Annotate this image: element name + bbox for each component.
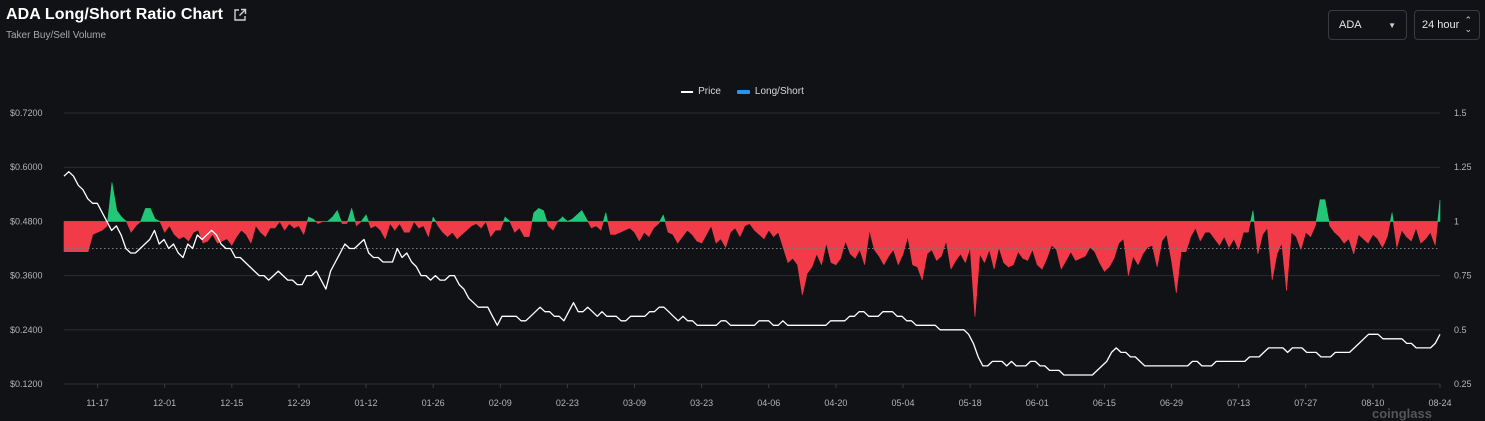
legend-item-price[interactable]: Price bbox=[681, 86, 721, 97]
y-right-tick-label: 1.5 bbox=[1454, 108, 1467, 118]
x-tick-label: 12-01 bbox=[153, 398, 176, 408]
chart-header: ADA Long/Short Ratio Chart Taker Buy/Sel… bbox=[6, 6, 247, 41]
x-tick-label: 04-20 bbox=[824, 398, 847, 408]
price-line bbox=[63, 171, 1441, 376]
y-left-tick-label: $0.6000 bbox=[10, 162, 43, 172]
y-axis-left: $0.1200 $0.2400 $0.3600 $0.4800 $0.6000 $0.72… bbox=[10, 108, 43, 389]
caret-down-icon: ▼ bbox=[1388, 20, 1396, 30]
x-tick-label: 07-13 bbox=[1227, 398, 1250, 408]
legend-label-long-short: Long/Short bbox=[754, 86, 804, 97]
x-tick-label: 02-09 bbox=[489, 398, 512, 408]
y-left-tick-label: $0.7200 bbox=[10, 108, 43, 118]
asset-select[interactable]: ADA ▼ bbox=[1328, 10, 1407, 40]
x-tick-label: 08-24 bbox=[1428, 398, 1451, 408]
y-right-tick-label: 0.25 bbox=[1454, 379, 1472, 389]
x-tick-label: 06-29 bbox=[1160, 398, 1183, 408]
legend-line-icon bbox=[681, 90, 694, 93]
x-tick-label: 05-18 bbox=[959, 398, 982, 408]
x-tick-label: 11-17 bbox=[86, 398, 108, 408]
ratio-areas bbox=[63, 182, 1441, 317]
x-tick-label: 12-15 bbox=[220, 398, 243, 408]
y-right-tick-label: 0.5 bbox=[1454, 325, 1467, 335]
price-series bbox=[63, 171, 1441, 376]
period-select-value: 24 hour bbox=[1422, 19, 1460, 31]
x-tick-label: 08-10 bbox=[1361, 398, 1384, 408]
period-select[interactable]: 24 hour ⌃ ⌄ bbox=[1414, 10, 1480, 40]
y-left-tick-label: $0.3600 bbox=[10, 271, 43, 281]
x-tick-label: 01-26 bbox=[422, 398, 445, 408]
up-down-chevron-icon: ⌃ ⌄ bbox=[1464, 15, 1472, 34]
legend-item-long-short[interactable]: Long/Short bbox=[736, 86, 804, 97]
y-axis-right: 0.25 0.5 0.75 1 1.25 1.5 bbox=[1454, 108, 1472, 389]
y-right-tick-label: 1.25 bbox=[1454, 162, 1472, 172]
x-tick-label: 12-29 bbox=[287, 398, 310, 408]
ratio-area-above bbox=[107, 182, 1441, 222]
chart-subtitle: Taker Buy/Sell Volume bbox=[6, 30, 107, 41]
ratio-area-below bbox=[63, 221, 1439, 317]
y-left-tick-label: $0.2400 bbox=[10, 325, 43, 335]
page-title: ADA Long/Short Ratio Chart bbox=[6, 6, 224, 23]
x-tick-label: 02-23 bbox=[556, 398, 579, 408]
x-tick-label: 06-15 bbox=[1093, 398, 1116, 408]
x-tick-label: 05-04 bbox=[892, 398, 915, 408]
y-right-tick-label: 1 bbox=[1454, 216, 1459, 226]
y-left-tick-label: $0.1200 bbox=[10, 379, 43, 389]
chart-controls: ADA ▼ 24 hour ⌃ ⌄ bbox=[1328, 10, 1480, 40]
x-axis: 11-17 12-01 12-15 12-29 01-12 01-26 02-09 02-23… bbox=[86, 384, 1452, 408]
asset-select-value: ADA bbox=[1339, 19, 1362, 31]
x-tick-label: 03-09 bbox=[623, 398, 646, 408]
y-right-tick-label: 0.75 bbox=[1454, 271, 1472, 281]
external-link-icon[interactable] bbox=[233, 8, 247, 22]
x-tick-label: 06-01 bbox=[1026, 398, 1049, 408]
y-left-tick-label: $0.4800 bbox=[10, 216, 43, 226]
x-tick-label: 01-12 bbox=[355, 398, 378, 408]
watermark: coinglass bbox=[1372, 406, 1432, 421]
x-tick-label: 07-27 bbox=[1294, 398, 1317, 408]
chart-legend: Price Long/Short bbox=[0, 86, 1485, 97]
legend-box-icon bbox=[736, 89, 750, 94]
legend-label-price: Price bbox=[698, 86, 721, 97]
x-tick-label: 04-06 bbox=[757, 398, 780, 408]
x-tick-label: 03-23 bbox=[690, 398, 713, 408]
